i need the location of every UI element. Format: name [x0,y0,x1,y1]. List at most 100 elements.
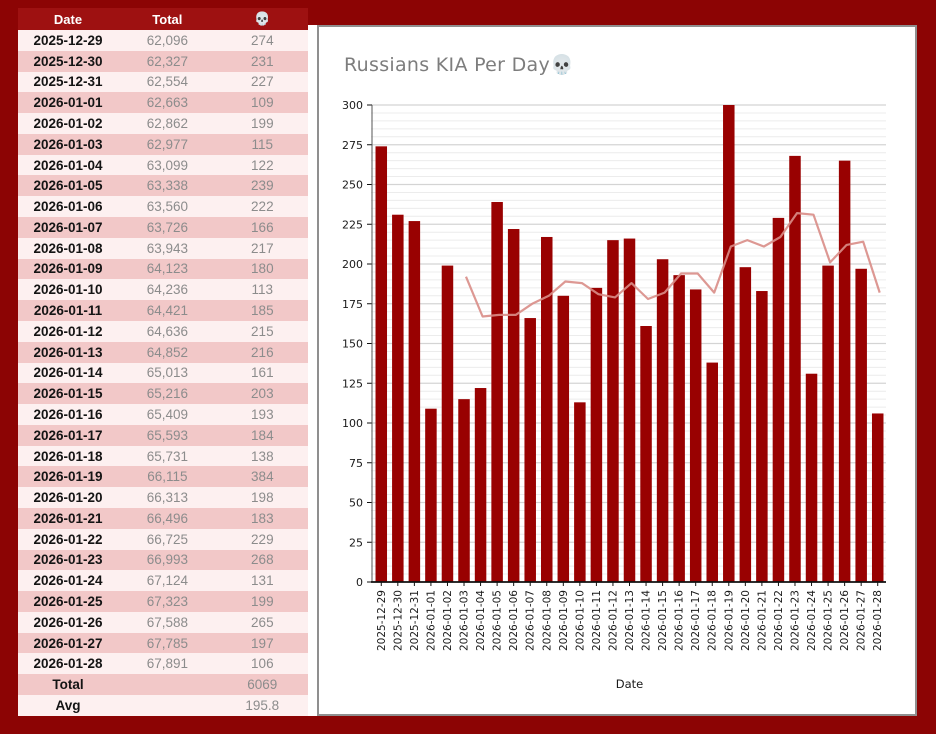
table-row: 2026-01-16 65,409 193 [18,404,308,425]
table-row: 2026-01-08 63,943 217 [18,237,308,259]
cell-date: 2026-01-02 [33,116,103,132]
cell-date: 2026-01-03 [33,136,103,152]
header-date: Date [53,11,83,27]
cell-kia: 227 [251,74,274,90]
cell-date: 2026-01-23 [33,552,103,568]
cell-date: 2026-01-01 [33,95,103,111]
table-row: 2025-12-31 62,554 227 [18,71,308,93]
y-tick-label: 50 [349,497,363,510]
bar-2026-01-21 [756,291,768,582]
cell-date: 2026-01-21 [33,510,103,526]
table-body: 2025-12-29 62,096 274 2025-12-30 62,327 231 20… [18,30,308,716]
cell-kia: 217 [251,240,274,256]
bar-2026-01-27 [855,268,867,582]
cell-kia: 198 [251,490,274,506]
bar-2026-01-22 [772,217,785,582]
table-row: Avg 195.8 [18,695,308,716]
table-row: 2026-01-18 65,731 138 [18,445,308,467]
x-tick-label: 2025-12-30 [392,590,404,651]
moving-average-line [464,211,881,318]
bar-2026-01-03 [458,399,470,582]
table-row: 2026-01-22 66,725 229 [18,528,308,550]
cell-total: 66,725 [146,531,188,547]
x-tick-label: 2026-01-01 [425,590,437,651]
cell-date: 2026-01-16 [33,406,103,422]
bar-2026-01-05 [491,201,503,582]
table-row: 2026-01-03 62,977 115 [18,133,308,155]
bar-2026-01-20 [739,267,752,582]
x-tick-label: 2026-01-27 [856,590,868,651]
cell-total: 66,313 [146,490,188,506]
cell-date: 2026-01-10 [33,282,103,298]
table-row: 2026-01-21 66,496 183 [18,507,308,529]
x-tick-label: 2026-01-08 [541,590,553,651]
table-row: 2026-01-27 67,785 197 [18,632,308,654]
cell-total: 65,013 [146,365,188,381]
table-row: 2026-01-25 67,323 199 [18,591,308,612]
bar-2026-01-17 [689,289,702,582]
table-row: 2026-01-28 67,891 106 [18,653,308,675]
cell-date: 2026-01-12 [33,323,103,339]
cell-total: 62,327 [146,53,188,69]
x-tick-label: 2026-01-24 [806,590,818,651]
bar-2026-01-04 [474,388,487,582]
cell-date: 2025-12-31 [33,74,103,90]
table-row: 2026-01-09 64,123 180 [18,258,308,280]
cell-total: 66,993 [146,552,188,568]
bar-2025-12-30 [392,214,404,582]
cell-date: 2026-01-15 [33,386,103,402]
cell-total: 64,123 [146,261,188,277]
bar-2026-01-01 [425,408,437,582]
bar-2026-01-16 [673,275,685,582]
cell-kia: 109 [251,95,274,111]
x-tick-label: 2026-01-18 [707,590,719,651]
x-tick-label: 2026-01-16 [674,590,686,651]
x-tick-label: 2026-01-14 [641,590,653,651]
x-tick-label: 2026-01-12 [607,590,619,651]
cell-kia: 265 [251,614,274,630]
bar-2026-01-25 [822,265,834,582]
cell-total: 63,726 [146,219,188,235]
x-tick-label: 2026-01-28 [872,590,884,651]
cell-date: 2026-01-19 [33,469,103,485]
x-tick-label: 2025-12-29 [376,590,388,651]
x-tick-label: 2026-01-09 [558,590,570,651]
cell-kia: 131 [251,573,274,589]
cell-total: 64,236 [146,282,188,298]
cell-kia: 195.8 [245,697,280,713]
chart-title: Russians KIA Per Day💀 [344,54,574,76]
x-tick-label: 2026-01-02 [442,590,454,651]
x-tick-label: 2026-01-17 [690,590,702,651]
bar-2026-01-24 [805,373,818,582]
cell-total: 62,663 [146,95,188,111]
bar-2026-01-28 [871,413,884,582]
bar-2025-12-31 [408,221,421,582]
x-tick-label: 2026-01-23 [789,590,801,651]
table-row: 2026-01-14 65,013 161 [18,362,308,384]
bar-2026-01-12 [607,240,619,582]
cell-date: 2026-01-28 [33,656,103,672]
table-scrollbar[interactable] [308,25,317,716]
bar-2026-01-07 [524,318,536,582]
kia-bar-chart: 0 25 50 75 100 125 150 175 200 225 250 275 300 2025-1… [342,99,886,691]
cell-kia: 222 [251,199,274,215]
cell-kia: 216 [251,344,274,360]
cell-date: 2026-01-17 [33,427,103,443]
cell-total: 67,124 [146,573,188,589]
cell-total: 63,943 [146,240,188,256]
cell-date: 2026-01-20 [33,490,103,506]
table-row: 2025-12-29 62,096 274 [18,30,308,51]
table-row: 2026-01-17 65,593 184 [18,424,308,446]
bar-2026-01-02 [441,265,454,582]
cell-date: 2025-12-29 [33,32,103,48]
table-row: 2026-01-04 63,099 122 [18,154,308,176]
cell-kia: 231 [251,53,274,69]
chart-panel: Russians KIA Per Day💀 0 25 50 75 100 125 150 17… [317,25,917,716]
cell-kia: 239 [251,178,274,194]
bar-2025-12-29 [375,146,388,582]
bar-2026-01-06 [507,229,520,582]
table-row: Total 6069 [18,674,308,695]
cell-kia: 113 [251,282,274,298]
cell-date: 2026-01-27 [33,635,103,651]
bar-2026-01-11 [590,287,603,582]
